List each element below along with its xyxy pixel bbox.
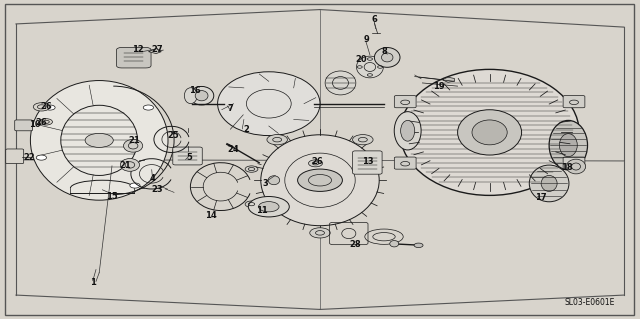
Ellipse shape [566,159,586,174]
FancyBboxPatch shape [173,147,202,165]
Ellipse shape [124,139,143,152]
Text: 2: 2 [243,125,250,134]
Text: 1: 1 [90,278,96,287]
FancyBboxPatch shape [353,151,382,174]
Text: 9: 9 [364,35,369,44]
Text: 16: 16 [189,86,201,95]
FancyBboxPatch shape [394,96,416,108]
FancyBboxPatch shape [116,48,151,68]
Circle shape [259,202,279,212]
Text: 23: 23 [151,185,163,194]
Circle shape [143,105,154,110]
Circle shape [298,169,342,191]
Text: 17: 17 [535,193,547,202]
Ellipse shape [195,91,208,101]
Text: 15: 15 [106,192,118,201]
Ellipse shape [472,120,508,145]
FancyBboxPatch shape [563,96,585,108]
Polygon shape [148,48,161,54]
Ellipse shape [374,48,400,67]
Text: 21: 21 [129,136,140,145]
Ellipse shape [31,80,168,200]
Ellipse shape [120,159,140,171]
Circle shape [245,201,258,207]
Ellipse shape [390,241,399,247]
Polygon shape [444,77,454,82]
Ellipse shape [261,135,379,226]
Text: 27: 27 [151,45,163,54]
Ellipse shape [400,70,579,195]
Circle shape [267,135,287,145]
Text: 11: 11 [257,206,268,215]
Ellipse shape [356,56,383,78]
Text: 8: 8 [381,47,387,56]
Text: 24: 24 [228,145,239,154]
Ellipse shape [559,134,577,157]
Text: 13: 13 [362,157,374,166]
Circle shape [245,166,258,172]
Ellipse shape [541,175,557,191]
Circle shape [248,197,289,217]
Circle shape [85,133,113,147]
Text: 7: 7 [228,104,233,113]
Circle shape [36,155,47,160]
Text: 26: 26 [41,102,52,111]
Circle shape [40,119,52,125]
Ellipse shape [218,72,320,136]
Circle shape [45,105,55,110]
Text: 26: 26 [311,157,323,166]
Text: 25: 25 [167,131,179,140]
Circle shape [353,135,373,145]
Circle shape [130,183,140,188]
Ellipse shape [184,88,197,104]
Text: 6: 6 [371,15,378,24]
Text: 10: 10 [29,120,41,129]
Ellipse shape [394,112,421,150]
Ellipse shape [458,110,522,155]
Text: 22: 22 [23,153,35,162]
FancyBboxPatch shape [5,4,634,315]
Text: 18: 18 [561,163,572,172]
Ellipse shape [268,176,280,185]
Text: 3: 3 [263,179,268,188]
Circle shape [414,243,423,248]
Text: 21: 21 [119,161,131,170]
Text: 26: 26 [36,118,47,127]
Text: 4: 4 [149,174,156,183]
Text: SL03-E0601E: SL03-E0601E [564,298,614,307]
Text: 14: 14 [205,211,217,220]
Circle shape [308,160,323,167]
Text: 12: 12 [132,45,143,54]
Text: 19: 19 [433,82,444,91]
Ellipse shape [381,53,393,62]
Circle shape [310,228,330,238]
FancyBboxPatch shape [394,157,416,169]
FancyBboxPatch shape [15,120,33,131]
Ellipse shape [325,71,356,95]
FancyBboxPatch shape [563,157,585,169]
Ellipse shape [529,165,569,202]
Ellipse shape [189,86,214,105]
Text: 5: 5 [186,153,192,162]
Circle shape [33,103,50,111]
Ellipse shape [549,120,588,170]
Ellipse shape [401,121,415,141]
FancyBboxPatch shape [6,149,24,164]
Text: 20: 20 [356,55,367,63]
Text: 28: 28 [349,240,361,249]
